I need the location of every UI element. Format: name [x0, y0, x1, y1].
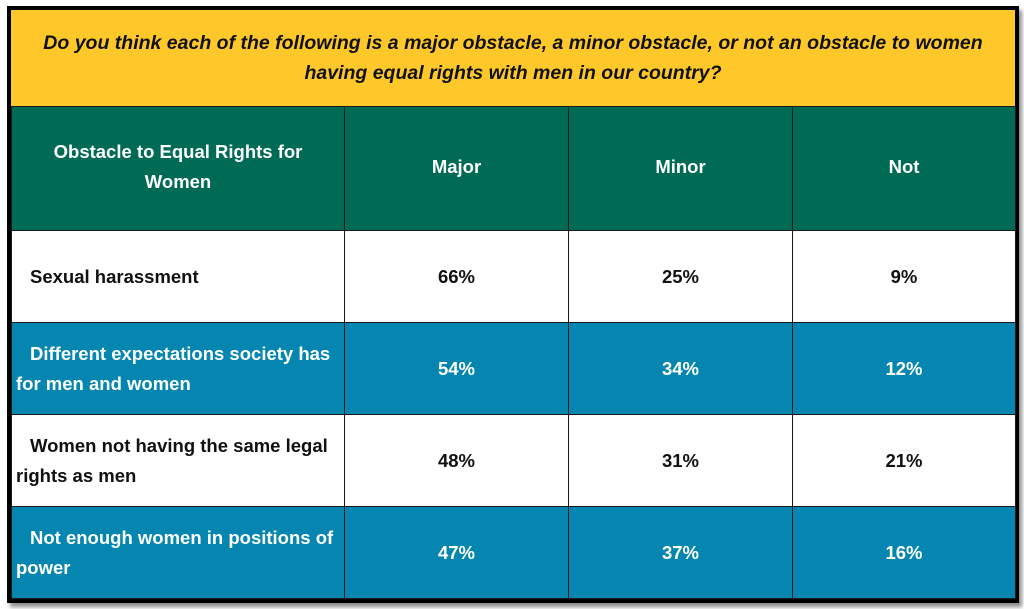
table-title: Do you think each of the following is a … [11, 10, 1015, 106]
row-label-text: Sexual harassment [30, 265, 199, 287]
cell-major: 48% [344, 414, 569, 507]
row-label-text: Not enough women in positions of power [16, 526, 334, 578]
header-not: Not [792, 106, 1016, 231]
row-label: Not enough women in positions of power [11, 506, 345, 599]
row-label: Women not having the same legal rights a… [11, 414, 345, 507]
row-label-text: Women not having the same legal rights a… [16, 434, 328, 486]
cell-minor: 37% [568, 506, 793, 599]
row-label-text: Different expectations society has for m… [16, 342, 331, 394]
cell-major: 47% [344, 506, 569, 599]
table-row: Women not having the same legal rights a… [11, 414, 1016, 507]
cell-not: 12% [792, 322, 1016, 415]
cell-major: 66% [344, 230, 569, 323]
cell-minor: 34% [568, 322, 793, 415]
row-label: Sexual harassment [11, 230, 345, 323]
cell-major: 54% [344, 322, 569, 415]
header-minor: Minor [568, 106, 793, 231]
cell-not: 21% [792, 414, 1016, 507]
table-row: Not enough women in positions of power 4… [11, 506, 1016, 599]
cell-not: 16% [792, 506, 1016, 599]
cell-minor: 31% [568, 414, 793, 507]
table-row: Different expectations society has for m… [11, 322, 1016, 415]
cell-minor: 25% [568, 230, 793, 323]
header-major: Major [344, 106, 569, 231]
cell-not: 9% [792, 230, 1016, 323]
header-row: Obstacle to Equal Rights for Women Major… [11, 106, 1016, 231]
table-frame: Do you think each of the following is a … [7, 6, 1019, 603]
table-row: Sexual harassment 66% 25% 9% [11, 230, 1016, 323]
header-obstacle: Obstacle to Equal Rights for Women [11, 106, 345, 231]
data-table: Obstacle to Equal Rights for Women Major… [11, 106, 1016, 599]
row-label: Different expectations society has for m… [11, 322, 345, 415]
